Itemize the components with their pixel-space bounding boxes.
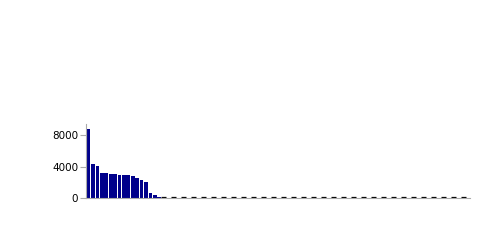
- Bar: [126, 175, 130, 198]
- Bar: [96, 166, 99, 198]
- Bar: [122, 175, 126, 198]
- Bar: [113, 174, 117, 198]
- Bar: [91, 164, 95, 198]
- Bar: [87, 129, 91, 198]
- Bar: [131, 176, 134, 198]
- Bar: [157, 197, 161, 198]
- Bar: [148, 193, 152, 198]
- Bar: [100, 173, 104, 198]
- Bar: [153, 195, 156, 198]
- Bar: [140, 180, 144, 198]
- Bar: [104, 173, 108, 198]
- Bar: [109, 174, 112, 198]
- Bar: [135, 178, 139, 198]
- Bar: [118, 175, 121, 198]
- Bar: [144, 182, 148, 198]
